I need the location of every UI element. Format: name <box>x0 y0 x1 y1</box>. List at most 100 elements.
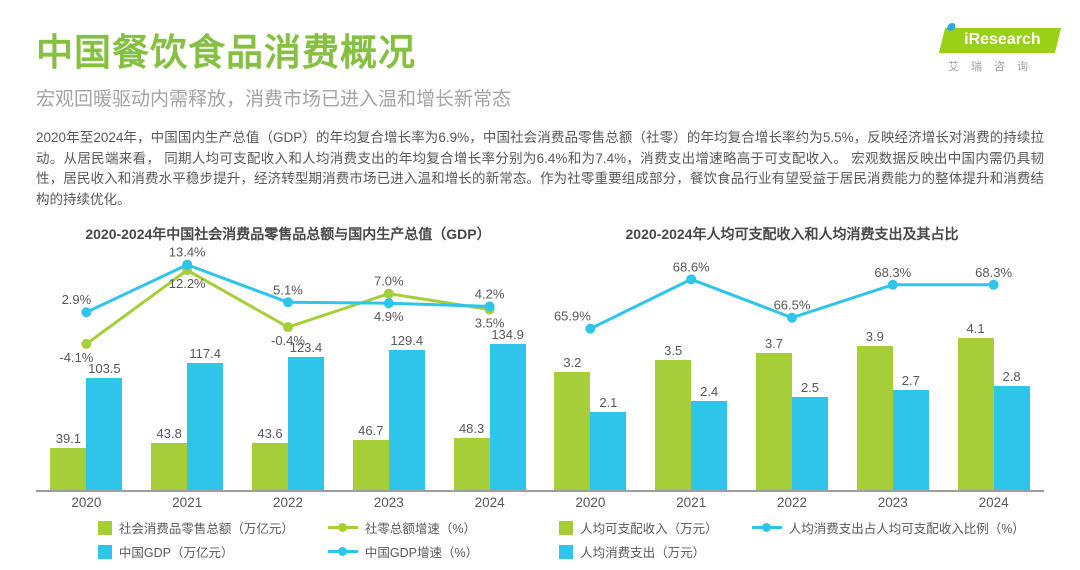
bar-green-2020 <box>554 372 591 490</box>
x-tick-2020: 2020 <box>71 495 102 510</box>
line-value-label: 5.1% <box>273 282 303 297</box>
line-value-label: 7.0% <box>374 274 404 289</box>
bar-value-label: 117.4 <box>189 346 221 361</box>
chart-retail-gdp: 2020-2024年中国社会消费品零售品总额与国内生产总值（GDP） 39.1 4… <box>36 224 540 561</box>
bar-value-label: 43.8 <box>156 426 182 441</box>
bar-blue-2020 <box>590 412 627 490</box>
legend-item-line-blue: 中国GDP增速（%） <box>327 542 479 561</box>
chart-retail-gdp-title: 2020-2024年中国社会消费品零售品总额与国内生产总值（GDP） <box>85 226 491 242</box>
line-point <box>988 279 999 290</box>
iresearch-logo: iResearch 艾瑞咨询 <box>938 23 1062 74</box>
bar-value-label: 2.7 <box>901 373 920 388</box>
iresearch-logo-band: iResearch <box>938 23 1062 53</box>
bar-green-2022 <box>252 443 288 490</box>
bar-value-label: 39.1 <box>55 431 82 446</box>
legend-label: 中国GDP增速（%） <box>364 546 479 560</box>
legend-line-icon <box>327 523 358 533</box>
body-paragraph: 2020年至2024年，中国国内生产总值（GDP）的年均复合增长率为6.9%，中… <box>36 130 1044 207</box>
x-tick-2021: 2021 <box>676 495 707 510</box>
line-value-label: 3.5% <box>475 316 505 331</box>
bar-blue-2021 <box>691 401 728 490</box>
bar-green-2020 <box>50 448 87 490</box>
bar-value-label: 3.9 <box>865 329 884 344</box>
logo-caption: 艾瑞咨询 <box>948 61 1040 73</box>
chart-income-expenditure: 2020-2024年人均可支配收入和人均消费支出及其占比 3.2 3.5 3.7 3.… <box>540 224 1044 561</box>
legend-item-bar-green: 人均可支配收入（万元） <box>559 518 718 537</box>
bar-green-2024 <box>957 338 994 490</box>
line-value-label: 12.2% <box>169 276 206 291</box>
legend-square-icon <box>97 544 112 559</box>
bar-green-2021 <box>655 360 692 490</box>
x-tick-2024: 2024 <box>978 495 1009 510</box>
legend-item-line-green: 社零总额增速（%） <box>327 518 478 537</box>
x-tick-2021: 2021 <box>172 495 203 510</box>
line-point <box>81 338 92 349</box>
bar-green-2023 <box>856 346 893 490</box>
legend-label: 中国GDP（万亿元） <box>118 546 234 560</box>
page-subtitle: 宏观回暖驱动内需释放，消费市场已进入温和增长新常态 <box>36 89 512 110</box>
x-tick-2022: 2022 <box>272 495 304 510</box>
line-point <box>887 279 898 290</box>
line-point <box>283 322 293 333</box>
legend-item-line-blue: 人均消费支出占人均可支配收入比例（%） <box>751 518 1025 537</box>
bar-blue-2020 <box>86 378 123 490</box>
line-value-label: 68.3% <box>874 265 911 280</box>
x-tick-2023: 2023 <box>877 495 908 510</box>
legend-square-icon <box>97 520 112 535</box>
line-point <box>383 288 394 299</box>
bar-value-label: 134.9 <box>491 327 524 342</box>
x-tick-2024: 2024 <box>474 495 505 510</box>
bar-value-label: 3.5 <box>664 343 683 358</box>
bar-value-label: 3.7 <box>764 336 784 351</box>
line-value-label: 4.9% <box>374 309 404 324</box>
bar-green-2021 <box>151 443 188 490</box>
bar-blue-2023 <box>892 390 929 490</box>
logo-wordmark: iResearch <box>963 31 1041 48</box>
line-value-label: 2.9% <box>62 292 92 307</box>
chart-income-expenditure-plot: 3.2 3.5 3.7 3.9 4.1 2.1 2.4 2.5 2.7 2.8 65.9% 68.6%… <box>540 246 1044 492</box>
line-point <box>383 298 394 309</box>
line-value-label: 4.2% <box>475 286 505 301</box>
legend-label: 人均消费支出占人均可支配收入比例（%） <box>788 522 1025 536</box>
legend-item-bar-blue: 人均消费支出（万元） <box>559 542 718 561</box>
chart-income-expenditure-title: 2020-2024年人均可支配收入和人均消费支出及其占比 <box>625 226 959 242</box>
bar-value-label: 2.5 <box>800 380 820 395</box>
chart-income-expenditure-legend: 人均可支配收入（万元） 人均消费支出占人均可支配收入比例（%） 人均消费支出（万元） <box>540 518 1044 561</box>
line-value-label: 13.4% <box>169 245 206 260</box>
line-value-label: 68.6% <box>673 259 710 274</box>
bar-value-label: 48.3 <box>458 421 485 436</box>
legend-label: 人均可支配收入（万元） <box>580 522 718 536</box>
line-overlay: 65.9% 68.6% 66.5% 68.3% 68.3% <box>554 259 1012 334</box>
bar-value-label: 103.5 <box>88 361 121 376</box>
bar-value-label: 43.6 <box>257 426 283 441</box>
chart-retail-gdp-plot: 39.1 43.8 43.6 46.7 48.3 103.5 117.4 123.4 129.4… <box>36 245 540 492</box>
legend-line-icon <box>327 547 358 557</box>
line-point <box>182 259 193 270</box>
bar-blue-2021 <box>187 363 224 490</box>
line-point <box>585 323 596 334</box>
line-value-label: -0.4% <box>271 333 305 348</box>
bar-blue-2022 <box>288 357 324 490</box>
bar-green-2022 <box>756 353 792 490</box>
line-point <box>283 297 293 308</box>
x-tick-2023: 2023 <box>373 495 404 510</box>
line-point <box>686 274 697 285</box>
legend-label: 人均消费支出（万元） <box>580 546 706 560</box>
bar-value-label: 3.2 <box>563 355 582 370</box>
legend-label: 社会消费品零售总额（万亿元） <box>118 522 294 536</box>
chart-retail-gdp-legend: 社会消费品零售总额（万亿元） 社零总额增速（%） 中国GDP（万亿元） 中国GDP增速… <box>36 518 540 561</box>
line-value-label: 66.5% <box>774 298 811 313</box>
bar-value-label: 2.4 <box>700 384 719 399</box>
bar-blue-2022 <box>792 397 828 490</box>
bar-value-label: 2.8 <box>1002 369 1021 384</box>
x-tick-2022: 2022 <box>776 495 808 510</box>
legend-label: 社零总额增速（%） <box>364 522 477 536</box>
legend-spacer <box>752 542 1025 561</box>
chart-retail-gdp-xaxis: 2020 2021 2022 2023 2024 <box>36 492 540 510</box>
charts-row: 2020-2024年中国社会消费品零售品总额与国内生产总值（GDP） 39.1 4… <box>36 224 1044 561</box>
line-point <box>484 301 495 312</box>
bar-value-label: 2.1 <box>599 395 618 410</box>
line-value-label: -4.1% <box>59 350 93 365</box>
bar-value-label: 46.7 <box>358 423 384 438</box>
line-point <box>81 307 92 318</box>
